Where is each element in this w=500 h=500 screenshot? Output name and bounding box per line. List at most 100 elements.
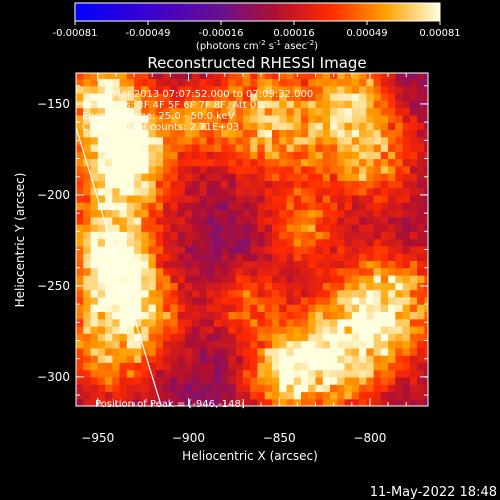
heatmap-cell <box>155 245 164 254</box>
heatmap-cell <box>330 100 338 109</box>
heatmap-cell <box>199 151 208 160</box>
heatmap-cell <box>424 93 428 101</box>
heatmap-cell <box>388 85 396 94</box>
heatmap-cell <box>213 122 222 130</box>
heatmap-cell <box>242 129 251 138</box>
heatmap-cell <box>315 376 324 385</box>
heatmap-cell <box>228 73 237 80</box>
heatmap-cell <box>409 129 418 138</box>
heatmap-cell <box>424 398 428 406</box>
heatmap-cell <box>286 333 295 342</box>
heatmap-cell <box>148 216 157 225</box>
heatmap-cell <box>395 114 404 123</box>
heatmap-cell <box>250 333 259 342</box>
heatmap-cell <box>148 318 157 327</box>
heatmap-cell <box>264 238 273 247</box>
heatmap-cell <box>228 165 237 174</box>
heatmap-cell <box>286 194 295 203</box>
heatmap-cell <box>301 180 309 189</box>
heatmap-cell <box>126 398 135 406</box>
heatmap-cell <box>286 311 295 320</box>
heatmap-cell <box>97 144 106 152</box>
heatmap-cell <box>177 391 186 400</box>
heatmap-cell <box>213 73 222 80</box>
heatmap-cell <box>163 398 171 406</box>
heatmap-cell <box>395 202 404 211</box>
heatmap-cell <box>97 347 106 356</box>
heatmap-cell <box>105 384 113 393</box>
heatmap-cell <box>344 275 353 283</box>
heatmap-cell <box>83 282 92 291</box>
heatmap-cell <box>373 253 382 261</box>
heatmap-cell <box>257 165 266 174</box>
heatmap-cell <box>105 216 113 225</box>
heatmap-cell <box>395 158 404 167</box>
heatmap-cell <box>97 318 106 327</box>
heatmap-cell <box>83 151 92 160</box>
heatmap-cell <box>199 216 208 225</box>
heatmap-cell <box>148 260 157 269</box>
heatmap-cell <box>409 245 418 254</box>
heatmap-cell <box>373 369 382 378</box>
heatmap-cell <box>380 100 389 109</box>
heatmap-cell <box>417 180 425 189</box>
heatmap-cell <box>184 224 193 232</box>
heatmap-cell <box>213 267 222 276</box>
heatmap-cell <box>337 202 346 211</box>
heatmap-cell <box>344 304 353 312</box>
heatmap-cell <box>272 187 280 196</box>
heatmap-cell <box>83 311 92 320</box>
heatmap-cell <box>155 187 164 196</box>
heatmap-cell <box>141 253 150 261</box>
heatmap-cell <box>199 107 208 116</box>
heatmap-cell <box>315 136 324 145</box>
heatmap-cell <box>402 93 411 101</box>
heatmap-cell <box>148 180 157 189</box>
heatmap-cell <box>148 107 157 116</box>
heatmap-cell <box>395 333 404 342</box>
heatmap-cell <box>250 384 259 393</box>
heatmap-cell <box>221 325 230 334</box>
heatmap-cell <box>141 114 150 123</box>
heatmap-cell <box>388 107 396 116</box>
heatmap-cell <box>250 296 259 305</box>
heatmap-cell <box>228 275 237 283</box>
heatmap-cell <box>301 333 309 342</box>
heatmap-cell <box>155 333 164 342</box>
heatmap-cell <box>417 144 425 152</box>
heatmap-cell <box>97 333 106 342</box>
heatmap-cell <box>264 296 273 305</box>
heatmap-cell <box>141 275 150 283</box>
heatmap-cell <box>286 202 295 211</box>
heatmap-cell <box>126 224 135 232</box>
heatmap-cell <box>417 245 425 254</box>
heatmap-cell <box>119 289 128 298</box>
heatmap-cell <box>228 209 237 218</box>
heatmap-cell <box>373 318 382 327</box>
heatmap-cell <box>112 311 121 320</box>
heatmap-cell <box>177 304 186 312</box>
heatmap-cell <box>293 202 302 211</box>
heatmap-cell <box>344 129 353 138</box>
heatmap-cell <box>97 93 106 101</box>
heatmap-cell <box>388 296 396 305</box>
heatmap-cell <box>213 165 222 174</box>
heatmap-cell <box>206 289 215 298</box>
heatmap-cell <box>424 165 428 174</box>
heatmap-cell <box>351 114 360 123</box>
heatmap-cell <box>293 158 302 167</box>
heatmap-cell <box>344 238 353 247</box>
heatmap-cell <box>90 202 99 211</box>
heatmap-cell <box>388 384 396 393</box>
heatmap-cell <box>264 311 273 320</box>
heatmap-cell <box>286 136 295 145</box>
heatmap-cell <box>380 194 389 203</box>
heatmap-cell <box>308 216 317 225</box>
heatmap-cell <box>221 238 230 247</box>
heatmap-cell <box>177 158 186 167</box>
heatmap-cell <box>163 245 171 254</box>
heatmap-cell <box>293 100 302 109</box>
heatmap-cell <box>359 158 367 167</box>
heatmap-cell <box>228 340 237 349</box>
heatmap-cell <box>206 231 215 240</box>
